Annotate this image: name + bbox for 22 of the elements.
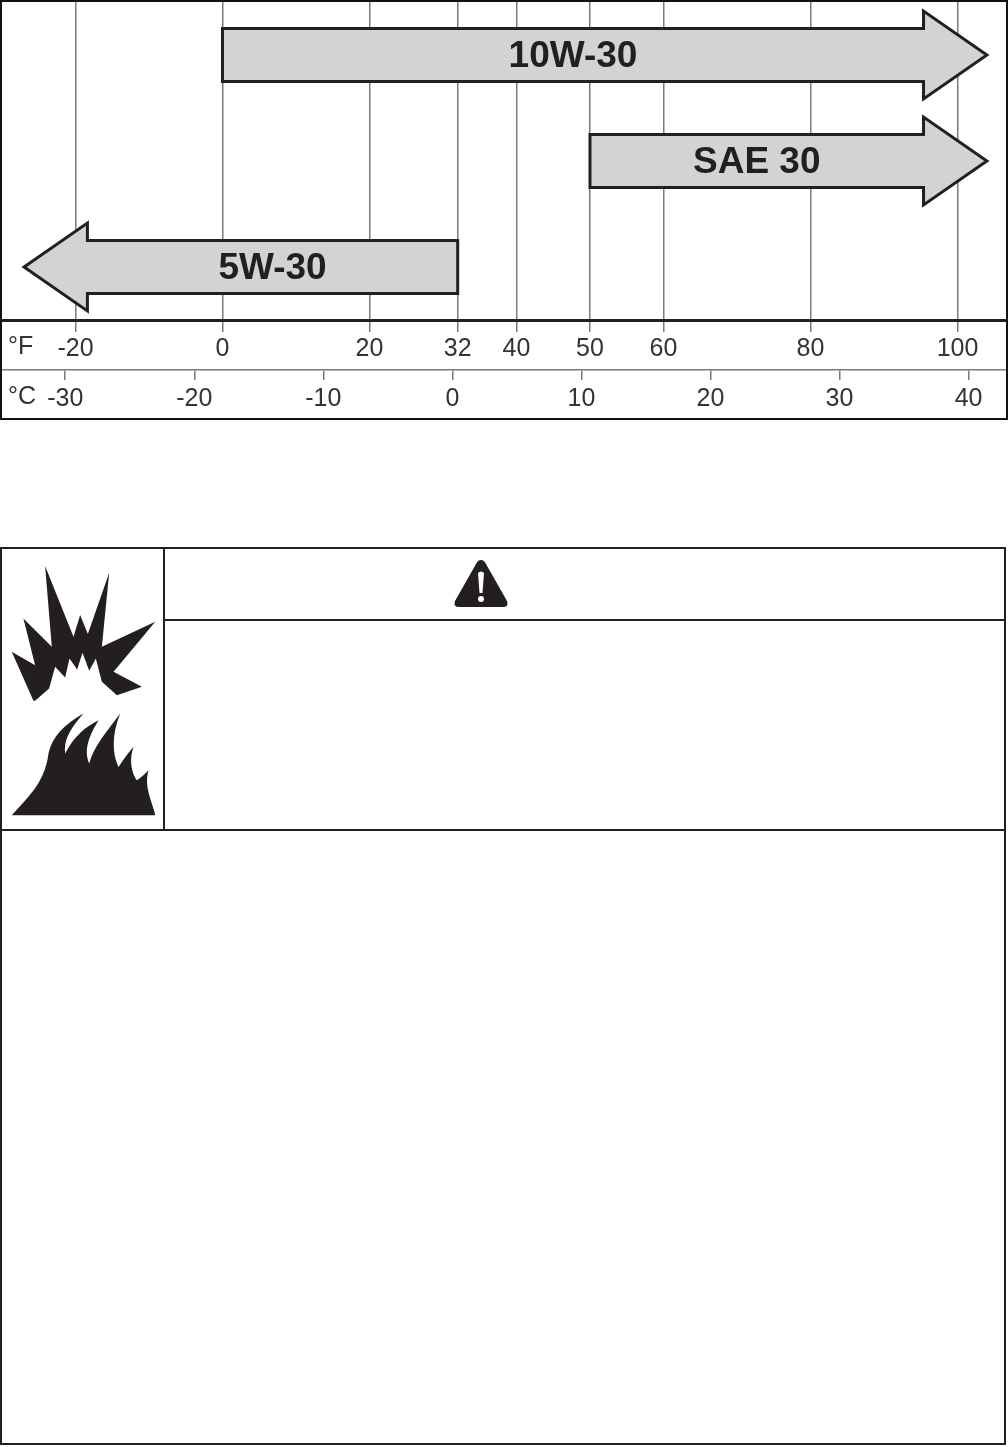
x-tick-label: 0	[215, 332, 230, 361]
x-tick-label: 32	[443, 332, 472, 361]
x2-tick-label: 0	[445, 382, 460, 411]
x-tick-label: -20	[57, 332, 94, 361]
x-tick-label: 20	[355, 332, 384, 361]
x-tick-label: 100	[936, 332, 979, 361]
x-tick-label: 80	[796, 332, 825, 361]
x2-tick-label: 30	[825, 382, 854, 411]
x-tick-label: 50	[576, 332, 604, 361]
y-tick-label: SAE 30	[693, 140, 821, 182]
x2-tick-label: -30	[47, 382, 84, 411]
y-tick-label: 5W-30	[218, 246, 327, 288]
x-axis-title: °F	[8, 330, 34, 359]
y-tick-label: 10W-30	[508, 34, 638, 76]
x2-tick-label: -20	[176, 382, 213, 411]
x2-tick-label: 40	[954, 382, 983, 411]
x2-tick-label: -10	[305, 382, 342, 411]
x2-tick-label: 10	[567, 382, 596, 411]
x2-tick-label: 20	[696, 382, 725, 411]
x-tick-label: 60	[649, 332, 678, 361]
x-tick-label: 40	[502, 332, 531, 361]
x2-axis-title: °C	[8, 380, 37, 409]
